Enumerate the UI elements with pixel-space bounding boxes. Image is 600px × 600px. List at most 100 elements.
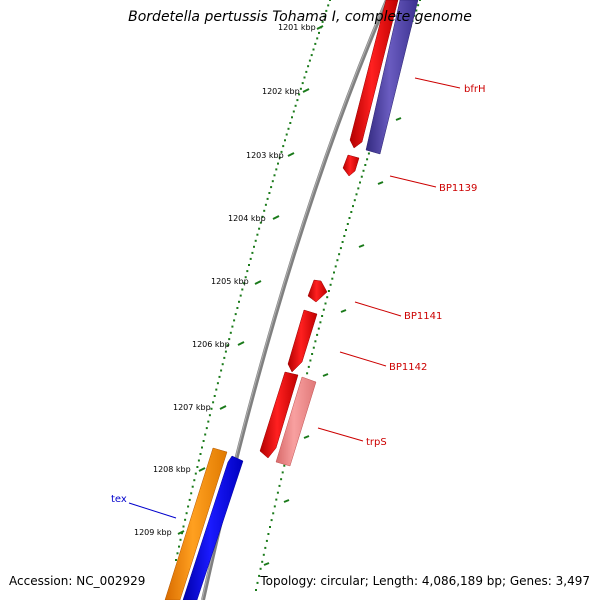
inner-tick-dot <box>312 346 315 349</box>
outer-tick-dot <box>246 270 249 273</box>
tick-mark-1203 <box>287 152 295 157</box>
outer-tick-dot <box>185 512 188 515</box>
outer-tick-dot <box>205 427 208 430</box>
outer-tick-dot <box>218 375 221 378</box>
gene-label-BP1141[interactable]: BP1141 <box>404 311 442 322</box>
outer-tick-dot <box>321 20 324 23</box>
inner-tick-dot <box>357 187 360 190</box>
gene-feature-BP1142[interactable] <box>287 309 318 373</box>
outer-tick-dot <box>175 559 177 561</box>
outer-tick-dot <box>263 209 266 212</box>
outer-tick-dot <box>213 395 216 397</box>
outer-tick-dot <box>223 356 226 359</box>
outer-tick-dot <box>229 331 232 334</box>
inner-tick-dot <box>329 283 332 286</box>
inner-tick-dot <box>267 533 270 535</box>
outer-tick-dot <box>179 538 182 541</box>
outer-tick-dot <box>221 363 224 366</box>
tick-mark-1206 <box>237 341 245 346</box>
outer-tick-dot <box>327 4 330 7</box>
gene-label-BP1142[interactable]: BP1142 <box>389 362 427 373</box>
inner-tick-dot <box>336 259 339 262</box>
inner-tick-dot <box>360 175 363 178</box>
inner-tick-dot <box>283 464 286 467</box>
outer-tick-dot <box>176 552 179 555</box>
gene-feature-trpS[interactable] <box>275 376 317 467</box>
outer-tick-dot <box>292 110 295 113</box>
outer-tick-dot <box>220 369 223 372</box>
gene-label-tex[interactable]: tex <box>111 494 127 505</box>
gene-label-bfrH[interactable]: bfrH <box>464 84 486 95</box>
inner-tick-dot <box>350 211 353 213</box>
outer-tick-dot <box>204 433 207 436</box>
outer-tick-dot <box>275 168 278 171</box>
map-title: Bordetella pertussis Tohama I, complete … <box>128 9 472 25</box>
gene-feature-orange[interactable] <box>164 447 228 600</box>
outer-tick-dot <box>258 227 261 230</box>
gene-feature-red-lower[interactable] <box>259 371 299 459</box>
outer-tick-dot <box>254 239 257 242</box>
outer-tick-dot <box>207 420 210 423</box>
topology-text: Topology: circular; Length: 4,086,189 bp… <box>260 574 590 588</box>
inner-tick-dot <box>419 0 421 1</box>
outer-tick-dot <box>231 325 234 328</box>
outer-tick-dot <box>253 245 255 248</box>
outer-tick-dot <box>233 319 236 322</box>
outer-tick-dot <box>256 233 259 236</box>
inner-tick-dot <box>262 553 265 556</box>
inner-tick-dot <box>276 491 279 494</box>
outer-tick-dot <box>318 31 320 34</box>
outer-tick-dot <box>244 276 247 279</box>
outer-tick-dot <box>296 99 299 102</box>
outer-tick-dot <box>208 414 211 417</box>
gene-feature-tex[interactable] <box>182 455 244 600</box>
gene-feature-red-top[interactable] <box>349 0 399 149</box>
gene-feature-bfrH[interactable] <box>365 0 419 155</box>
outer-tick-dot <box>299 87 302 90</box>
gene-feature-BP1139[interactable] <box>342 154 360 177</box>
outer-tick-dot <box>323 15 326 18</box>
inner-tick-dot <box>307 365 310 368</box>
outer-tick-dot <box>312 48 315 51</box>
inner-tick-dot <box>281 471 284 474</box>
outer-tick-dot <box>251 251 254 254</box>
inner-tick-dot <box>316 333 319 336</box>
gene-label-BP1139[interactable]: BP1139 <box>439 183 477 194</box>
inner-tick-dot <box>321 315 324 317</box>
outer-tick-dot <box>196 466 199 468</box>
inner-tick-dot <box>269 526 271 528</box>
outer-tick-dot <box>307 65 310 68</box>
outer-tick-dot <box>285 133 288 136</box>
inner-ticks <box>263 117 402 566</box>
outer-tick-dot <box>228 338 231 341</box>
tick-mark-1208 <box>198 467 206 472</box>
outer-tick-dot <box>329 0 331 1</box>
tick-label-1205: 1205 kbp <box>211 277 249 286</box>
inner-tick-dot <box>362 169 365 172</box>
inner-tick-dot <box>339 247 342 250</box>
outer-tick-dot <box>190 492 193 495</box>
outer-tick-dot <box>210 407 213 410</box>
inner-tick-dot <box>343 235 346 237</box>
outer-tick-dot <box>187 505 190 508</box>
major-ticks: 1201 kbp 1202 kbp 1203 kbp 1204 kbp 1205… <box>134 23 324 537</box>
outer-tick-dot <box>236 307 239 309</box>
outer-tick-dot <box>193 479 196 482</box>
gene-label-trpS[interactable]: trpS <box>366 437 387 448</box>
inner-tick-dot <box>353 199 356 202</box>
outer-tick-dot <box>191 485 194 488</box>
outer-tick-dot <box>261 215 264 218</box>
outer-tick-dot <box>181 532 183 535</box>
inner-tick-dot <box>338 253 341 256</box>
inner-tick-dot <box>415 9 418 12</box>
tick-label-1206: 1206 kbp <box>192 340 230 349</box>
inner-tick-dot <box>272 512 275 515</box>
inner-tick-dot <box>261 560 264 563</box>
outer-tick-dot <box>273 174 276 177</box>
outer-tick-dot <box>310 54 313 57</box>
outer-tick-dot <box>239 294 242 297</box>
outer-tick-dot <box>284 139 286 142</box>
gene-feature-BP1141[interactable] <box>307 279 328 303</box>
outer-tick-dot <box>212 401 215 404</box>
outer-tick-dot <box>325 9 328 12</box>
